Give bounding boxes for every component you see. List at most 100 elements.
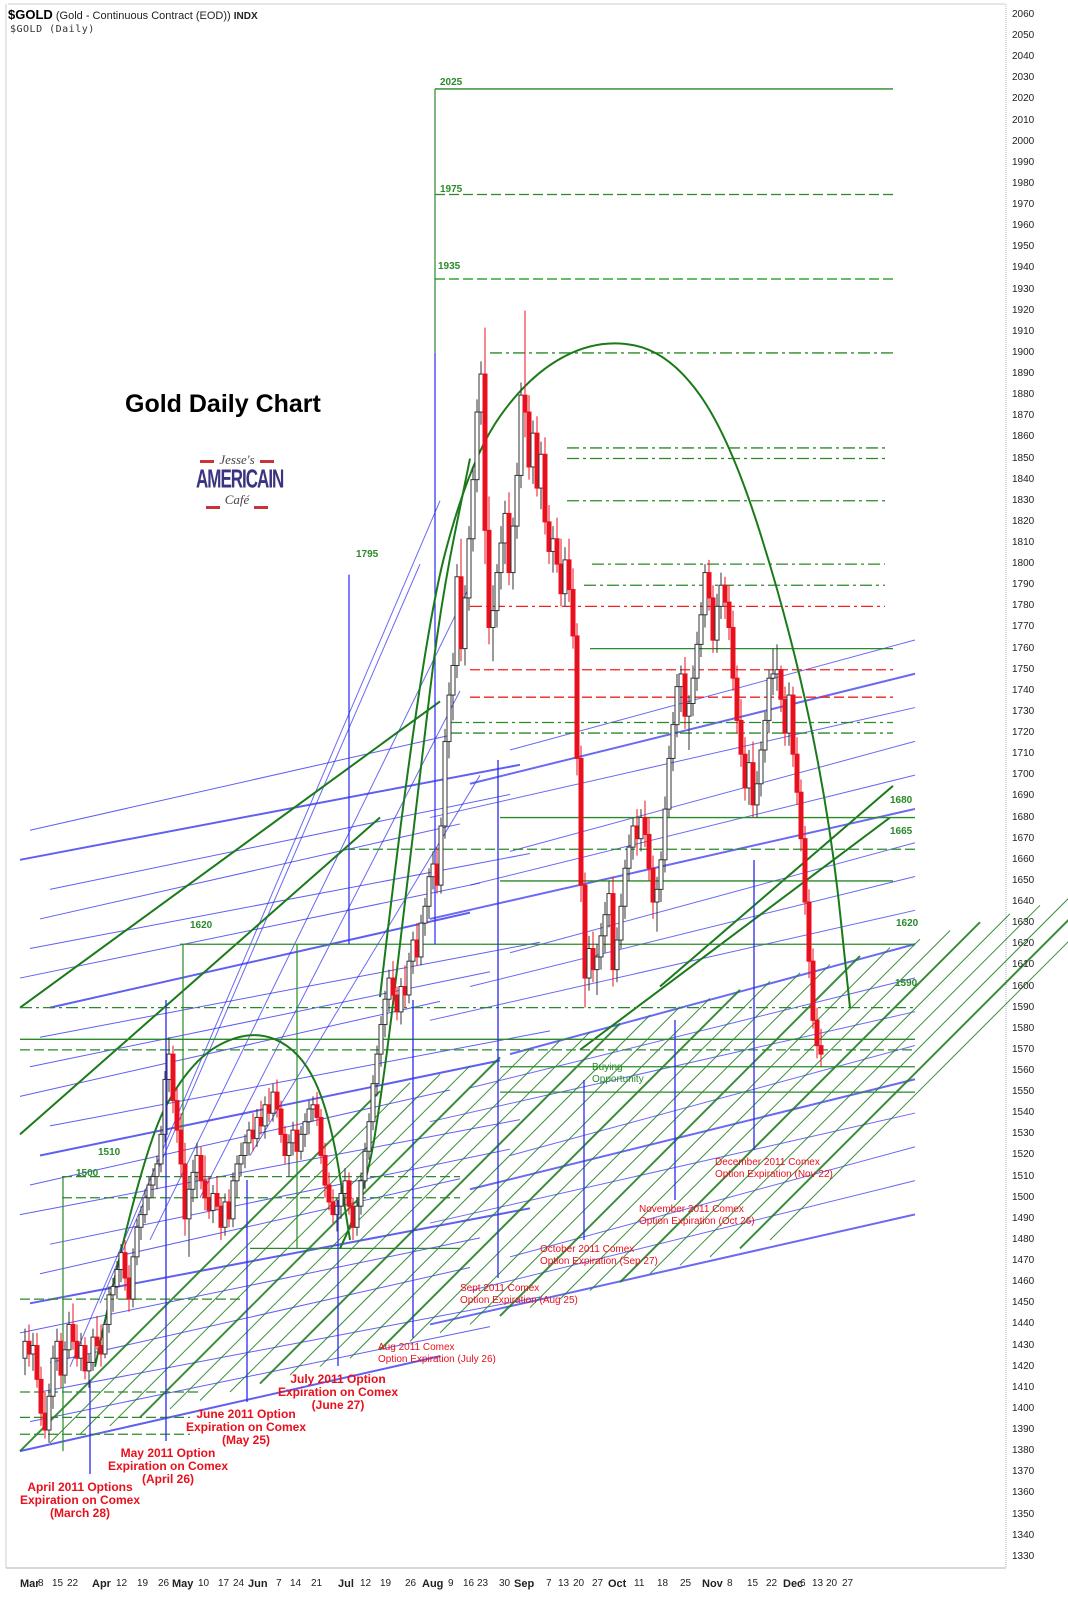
y-tick-label: 1610 [1012,959,1035,971]
annotation-line: Expiration on Comex [107,1459,229,1473]
y-tick-label: 1930 [1012,283,1035,295]
y-tick-label: 1720 [1012,727,1035,739]
y-tick-label: 1730 [1012,705,1035,717]
y-tick-label: 1680 [1012,811,1035,823]
x-tick-label: Sep [514,1578,535,1590]
arc-curves [94,342,851,1367]
annotation-line: December 2011 Comex [715,1157,820,1168]
annotation-line: July 2011 Option [290,1372,386,1386]
y-tick-label: 1760 [1012,642,1035,654]
y-tick-label: 1480 [1012,1233,1035,1245]
x-tick-label: 26 [405,1578,417,1589]
annotation-line: Option Expiration (Nov 22) [715,1169,833,1180]
x-tick-label: 18 [657,1578,669,1589]
level-label: 1620 [190,920,213,931]
y-tick-label: 1640 [1012,896,1035,908]
y-tick-label: 1970 [1012,199,1035,211]
x-tick-label: Mar [20,1578,40,1590]
y-tick-label: 1940 [1012,262,1035,274]
annotation-line: (May 25) [221,1433,271,1447]
level-label: 1975 [440,184,463,195]
annotation-line: Expiration on Comex [277,1385,399,1399]
y-tick-label: 1910 [1012,325,1035,337]
level-label: 2025 [440,77,463,88]
horizontal-levels [20,88,915,1435]
level-label: 1935 [438,261,461,272]
expiration-annotation: April 2011 Options Expiration on Comex (Ma… [10,1481,150,1520]
y-tick-label: 1660 [1012,853,1035,865]
symbol-description: (Gold - Continuous Contract (EOD)) [55,10,231,22]
annotation-line: Option Expiration (Aug 25) [460,1295,578,1306]
y-tick-label: 1410 [1012,1381,1035,1393]
y-tick-label: 1700 [1012,769,1035,781]
level-label: 1795 [356,549,379,560]
x-tick-label: 27 [842,1578,854,1589]
annotation-line: Aug 2011 Comex [378,1342,455,1353]
x-tick-label: Jun [248,1578,268,1590]
x-tick-label: 19 [380,1578,392,1589]
y-tick-label: 1770 [1012,621,1035,633]
y-tick-label: 1580 [1012,1022,1035,1034]
x-tick-label: Dec [783,1578,804,1590]
x-tick-label: 13 [558,1578,570,1589]
x-tick-label: 8 [727,1578,733,1589]
y-tick-label: 1560 [1012,1065,1035,1076]
x-tick-label: 16 [463,1578,475,1589]
y-tick-label: 2020 [1012,93,1035,105]
x-tick-label: 17 [218,1578,230,1589]
x-tick-label: Jul [338,1578,354,1590]
y-tick-label: 1670 [1012,832,1035,844]
buying-label-line-2: Opportunity [592,1074,644,1085]
y-tick-label: 1340 [1012,1529,1035,1541]
y-tick-label: 1800 [1012,558,1035,570]
y-tick-label: 1450 [1012,1297,1035,1309]
annotation-line: June 2011 Option [196,1407,296,1421]
y-tick-label: 1370 [1012,1466,1035,1478]
x-tick-label: 10 [198,1578,210,1589]
x-tick-label: Apr [92,1578,111,1590]
annotation-line: (June 27) [311,1398,365,1412]
y-tick-label: 1890 [1012,368,1035,380]
y-tick-label: 1710 [1012,748,1035,760]
buying-opportunity-label: Buying Opportunity [592,1062,644,1086]
x-tick-label: 9 [448,1578,454,1589]
x-tick-label: 24 [233,1578,245,1589]
x-tick-label: 12 [360,1578,372,1589]
y-tick-label: 1960 [1012,220,1035,232]
level-label: 1500 [76,1168,99,1179]
y-tick-label: 2030 [1012,72,1035,84]
expiration-annotation: November 2011 Comex Option Expiration (Oc… [639,1204,755,1228]
expiration-annotation: October 2011 Comex Option Expiration (Sep… [540,1244,658,1268]
y-tick-label: 1820 [1012,515,1035,527]
y-tick-label: 1460 [1012,1276,1035,1288]
logo-line-1: Jesse's [219,452,255,467]
y-tick-label: 1330 [1012,1550,1035,1562]
x-tick-label: 25 [680,1578,692,1589]
x-tick-label: 14 [290,1578,302,1589]
annotation-line: November 2011 Comex [639,1204,744,1215]
y-tick-label: 1980 [1012,177,1035,189]
y-tick-label: 1790 [1012,579,1035,591]
y-tick-label: 1420 [1012,1360,1035,1372]
y-tick-label: 1830 [1012,494,1035,506]
x-tick-label: Oct [608,1578,627,1590]
y-tick-label: 2000 [1012,135,1035,147]
annotation-line: Sept 2011 Comex [460,1283,540,1294]
y-tick-label: 1540 [1012,1107,1035,1119]
level-label: 1620 [896,918,919,929]
level-label: 1590 [895,978,918,989]
y-tick-label: 1490 [1012,1212,1035,1224]
y-tick-label: 1990 [1012,156,1035,168]
y-tick-label: 1440 [1012,1318,1035,1330]
x-tick-label: 7 [276,1578,282,1589]
chart-subtitle: $GOLD (Daily) [10,24,95,35]
annotation-line: Option Expiration (Sep 27) [540,1256,658,1267]
y-tick-label: 1740 [1012,684,1035,696]
annotation-line: October 2011 Comex [540,1244,635,1255]
x-tick-label: 19 [137,1578,149,1589]
x-tick-label: 12 [116,1578,128,1589]
logo-line-2: AMERICAIN [196,465,284,494]
expiration-annotation: Sept 2011 Comex Option Expiration (Aug 25… [460,1283,578,1307]
x-tick-label: 22 [67,1578,79,1589]
